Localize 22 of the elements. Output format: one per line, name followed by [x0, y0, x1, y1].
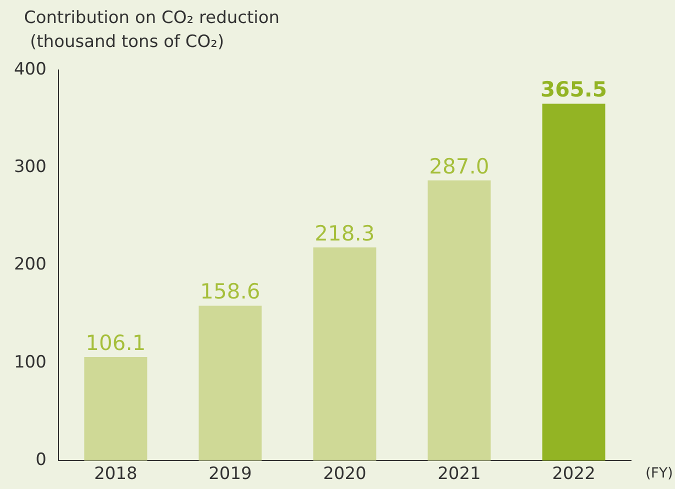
x-tick-label: 2019 — [208, 464, 252, 484]
data-label: 158.6 — [200, 280, 260, 304]
y-tick-label: 200 — [14, 254, 46, 275]
x-axis-title: (FY) — [645, 466, 673, 482]
bar — [428, 180, 491, 461]
x-tick-label: 2020 — [323, 464, 366, 484]
y-tick-label: 0 — [36, 450, 46, 470]
x-tick-label: 2018 — [94, 464, 138, 484]
data-label: 106.1 — [86, 330, 146, 355]
x-tick-label: 2021 — [438, 464, 481, 484]
bar — [198, 306, 262, 461]
bar — [542, 104, 606, 461]
data-label: 218.3 — [314, 221, 375, 246]
y-axis-title: Contribution on CO₂ reduction (thousand tons of CO₂) — [24, 7, 280, 54]
data-label: 365.5 — [540, 78, 607, 102]
y-tick-label: 400 — [14, 59, 46, 80]
y-tick-label: 300 — [14, 157, 46, 178]
bar — [84, 356, 148, 461]
data-label: 287.0 — [429, 154, 490, 178]
bar — [313, 247, 376, 461]
y-tick-label: 100 — [14, 352, 46, 372]
x-tick-label: 2022 — [552, 464, 596, 484]
